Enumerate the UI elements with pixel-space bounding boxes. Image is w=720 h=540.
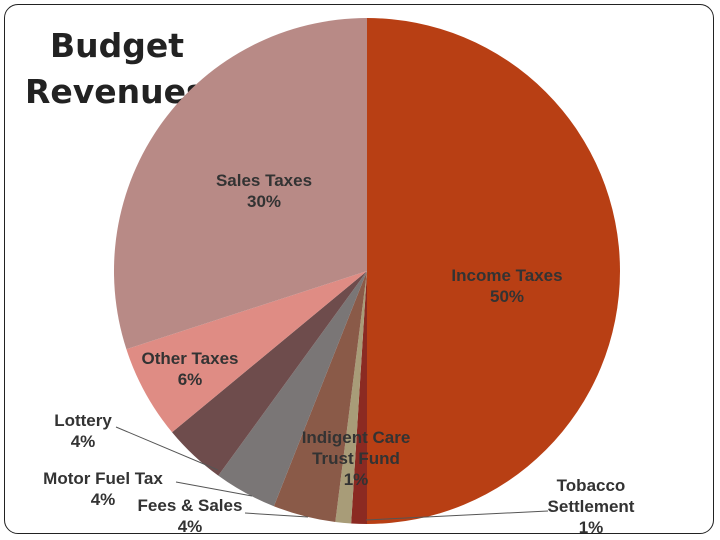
slice-lottery — [172, 271, 367, 476]
chart-title-line-2: Revenues — [25, 72, 206, 111]
slice-label-line: Income Taxes — [451, 266, 562, 285]
slice-label-other-taxes: Other Taxes 6% — [141, 349, 238, 389]
slice-label-line: Trust Fund — [312, 449, 400, 468]
slice-label-motor-fuel-tax: Motor Fuel Tax 4% — [43, 469, 163, 509]
chart-title-line-1: Budget — [50, 26, 184, 65]
slice-label-line: Other Taxes — [141, 349, 238, 368]
slice-label-line: Indigent Care — [302, 428, 411, 447]
slice-label-income-taxes: Income Taxes 50% — [451, 266, 562, 306]
slice-label-line: Fees & Sales — [138, 496, 243, 515]
leader-line-fees-and-sales — [244, 512, 309, 518]
leader-lines — [115, 426, 549, 521]
slice-label-line: 4% — [91, 490, 116, 509]
slice-label-line: 50% — [490, 287, 524, 306]
slice-label-line: 6% — [178, 370, 203, 389]
slice-label-line: Sales Taxes — [216, 171, 312, 190]
slice-indigent-care-trust-fund — [335, 271, 367, 524]
slice-fees-and-sales — [273, 271, 367, 523]
slice-label-line: Motor Fuel Tax — [43, 469, 163, 488]
leader-line-lottery — [115, 426, 219, 471]
pie-slices — [113, 18, 620, 524]
slice-label-line: Tobacco — [557, 476, 626, 495]
slice-label-lottery: Lottery 4% — [54, 411, 112, 451]
slice-label-line: Lottery — [54, 411, 112, 430]
slice-other-taxes — [126, 271, 367, 433]
slice-label-sales-taxes: Sales Taxes 30% — [216, 171, 312, 211]
slice-label-tobacco-settlement: Tobacco Settlement 1% — [548, 476, 635, 537]
leader-line-motor-fuel-tax — [175, 481, 253, 497]
leader-line-tobacco-settlement — [365, 510, 549, 521]
slice-label-line: 30% — [247, 192, 281, 211]
slice-motor-fuel-tax — [218, 271, 367, 507]
slice-label-line: 4% — [71, 432, 96, 451]
slice-label-line: 1% — [579, 518, 604, 537]
slice-label-indigent-care-trust-fund: Indigent Care Trust Fund 1% — [302, 428, 411, 489]
slice-label-line: 4% — [178, 517, 203, 536]
slice-tobacco-settlement — [351, 271, 367, 524]
slice-label-fees-and-sales: Fees & Sales 4% — [138, 496, 243, 536]
slice-label-line: 1% — [344, 470, 369, 489]
slice-labels: Income Taxes 50%Tobacco Settlement 1%Indige… — [43, 171, 635, 537]
slice-label-line: Settlement — [548, 497, 635, 516]
slice-sales-taxes — [113, 18, 367, 350]
slice-income-taxes — [367, 18, 620, 524]
